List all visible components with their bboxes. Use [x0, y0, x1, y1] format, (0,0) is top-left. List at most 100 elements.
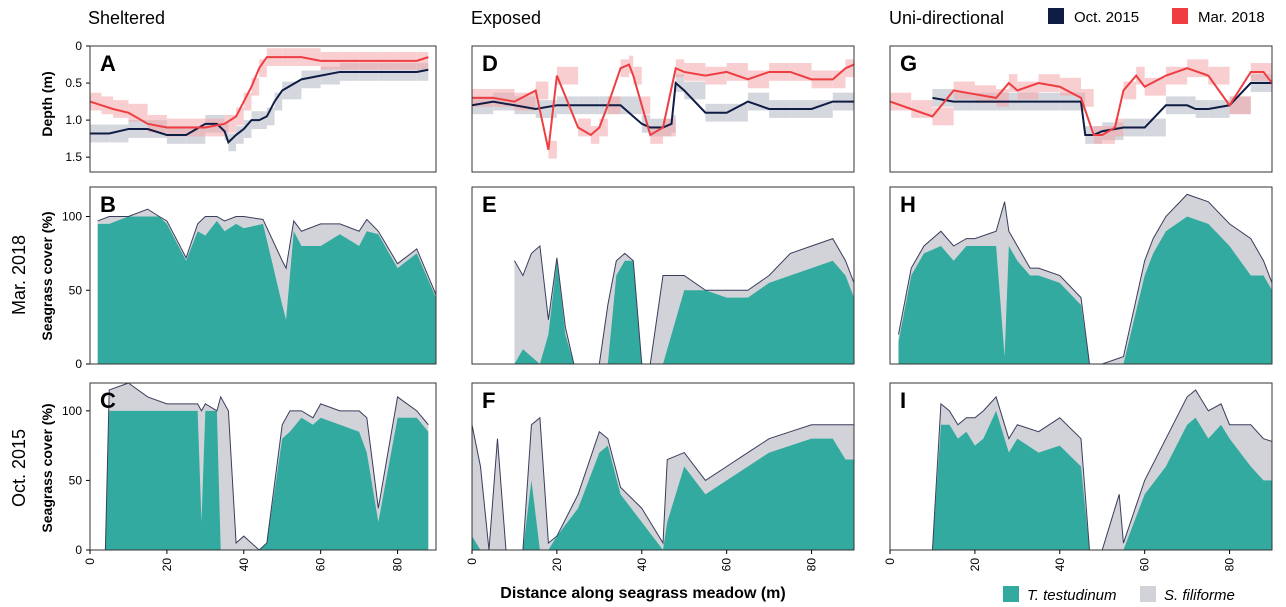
- x-tick-label: 0: [883, 558, 897, 565]
- depth-band-segment: [911, 100, 933, 118]
- area-t-testudinum: [472, 438, 854, 550]
- depth-band-segment: [1059, 77, 1081, 96]
- legend-swatch-mar-2018: [1172, 8, 1188, 24]
- x-tick-label: 80: [805, 558, 819, 572]
- x-axis-label: Distance along seagrass meadow (m): [500, 585, 785, 602]
- area-outline: [514, 238, 855, 365]
- depth-band-segment: [90, 92, 102, 111]
- depth-band-segment: [266, 107, 275, 126]
- panel-frame: [89, 45, 437, 173]
- depth-band-segment: [1187, 96, 1196, 115]
- panel-letter: D: [482, 51, 498, 76]
- depth-band-segment: [1017, 81, 1039, 100]
- area-outline: [897, 193, 1273, 365]
- y-tick-label: 0: [75, 357, 82, 371]
- panel-i: I 0 20 40 60 80: [883, 382, 1273, 572]
- depth-band-segment: [236, 126, 244, 144]
- panel-frame: [471, 45, 855, 173]
- legend-swatch-oct-2015: [1048, 8, 1064, 24]
- panel-frame: [89, 382, 437, 551]
- row-label-oct-2015: Oct. 2015: [9, 429, 29, 507]
- depth-band-segment: [259, 111, 267, 130]
- depth-band-segment: [1144, 118, 1166, 137]
- area-t-testudinum: [514, 260, 854, 364]
- depth-line-mar-2018: [89, 56, 429, 129]
- depth-line-oct-2015: [932, 82, 1272, 136]
- depth-band-segment: [128, 103, 148, 122]
- panel-frame: [889, 186, 1273, 365]
- panel-letter: F: [482, 388, 495, 413]
- panel-letter: I: [900, 388, 906, 413]
- panel-d: D: [471, 45, 855, 173]
- area-outline: [97, 208, 437, 295]
- depth-band-segment: [101, 96, 114, 115]
- depth-band-segment: [684, 81, 706, 100]
- depth-band-segment: [590, 126, 600, 144]
- panel-frame: [889, 45, 1273, 173]
- column-title-exposed: Exposed: [471, 8, 541, 28]
- depth-band-segment: [548, 140, 557, 159]
- depth-band-segment: [932, 88, 954, 107]
- depth-band-segment: [620, 59, 630, 78]
- depth-band-segment: [599, 118, 608, 137]
- x-tick-label: 0: [83, 558, 97, 565]
- y-tick-label: 0: [75, 543, 82, 557]
- depth-band-segment: [1208, 100, 1230, 118]
- depth-band-segment: [282, 81, 302, 100]
- depth-band-segment: [320, 66, 340, 85]
- cover-axis-label-mar-2018: Seagrass cover (%): [39, 211, 55, 340]
- panel-h: H: [889, 186, 1273, 365]
- y-tick-label: 1.0: [65, 113, 82, 127]
- depth-band-segment: [953, 81, 975, 100]
- y-tick-label: 0.5: [65, 76, 82, 90]
- depth-band-segment: [251, 77, 260, 96]
- depth-band-segment: [890, 92, 912, 111]
- x-tick-label: 20: [968, 558, 982, 572]
- legend-top: Oct. 2015 Mar. 2018: [1048, 8, 1265, 26]
- depth-band-segment: [236, 107, 244, 126]
- depth-band-segment: [113, 100, 129, 118]
- area-t-testudinum: [932, 410, 1272, 550]
- depth-band-segment: [1136, 66, 1145, 85]
- depth-band-segment: [416, 51, 429, 70]
- depth-band-segment: [1187, 59, 1209, 78]
- depth-band-segment: [932, 107, 954, 126]
- depth-band-segment: [811, 100, 833, 118]
- panel-a: 0 0.5 1.0 1.5 A: [65, 39, 437, 173]
- depth-band-segment: [416, 63, 429, 81]
- panel-c: 0 50 100 C 0 20 40 60 80: [62, 382, 437, 572]
- depth-band-segment: [675, 74, 685, 92]
- area-outline: [104, 382, 429, 551]
- x-tick-label: 80: [391, 558, 405, 572]
- legend-label-t-testudinum: T. testudinum: [1027, 587, 1117, 604]
- depth-line-mar-2018: [472, 63, 855, 150]
- depth-band-segment: [1008, 74, 1018, 92]
- x-tick-label: 40: [635, 558, 649, 572]
- depth-axis-label: Depth (m): [39, 71, 55, 136]
- legend-swatch-t-testudinum: [1003, 586, 1019, 602]
- panel-letter: C: [100, 388, 116, 413]
- panel-f: F 0 20 40 60 80: [465, 382, 855, 572]
- area-t-testudinum: [105, 410, 429, 550]
- depth-band-segment: [1038, 74, 1060, 92]
- depth-line-oct-2015: [471, 81, 854, 129]
- panel-letter: G: [900, 51, 917, 76]
- x-tick-label: 60: [314, 558, 328, 572]
- x-tick-label: 40: [1053, 558, 1067, 572]
- legend-label-mar-2018: Mar. 2018: [1198, 9, 1265, 26]
- panel-b: 0 50 100 B: [62, 186, 437, 371]
- depth-band-segment: [301, 70, 321, 89]
- x-tick-label: 20: [550, 558, 564, 572]
- y-tick-label: 100: [62, 404, 82, 418]
- area-t-testudinum: [97, 216, 436, 364]
- column-title-uni-directional: Uni-directional: [889, 8, 1004, 28]
- depth-band-segment: [747, 92, 770, 111]
- legend-swatch-s-filiforme: [1140, 586, 1156, 602]
- depth-band-segment: [1165, 66, 1188, 85]
- depth-band-segment: [1208, 66, 1230, 85]
- x-tick-label: 0: [465, 558, 479, 565]
- y-tick-label: 1.5: [65, 150, 82, 164]
- depth-band-segment: [620, 96, 642, 115]
- legend-label-oct-2015: Oct. 2015: [1074, 9, 1139, 26]
- legend-bottom: T. testudinum S. filiforme: [1003, 586, 1235, 604]
